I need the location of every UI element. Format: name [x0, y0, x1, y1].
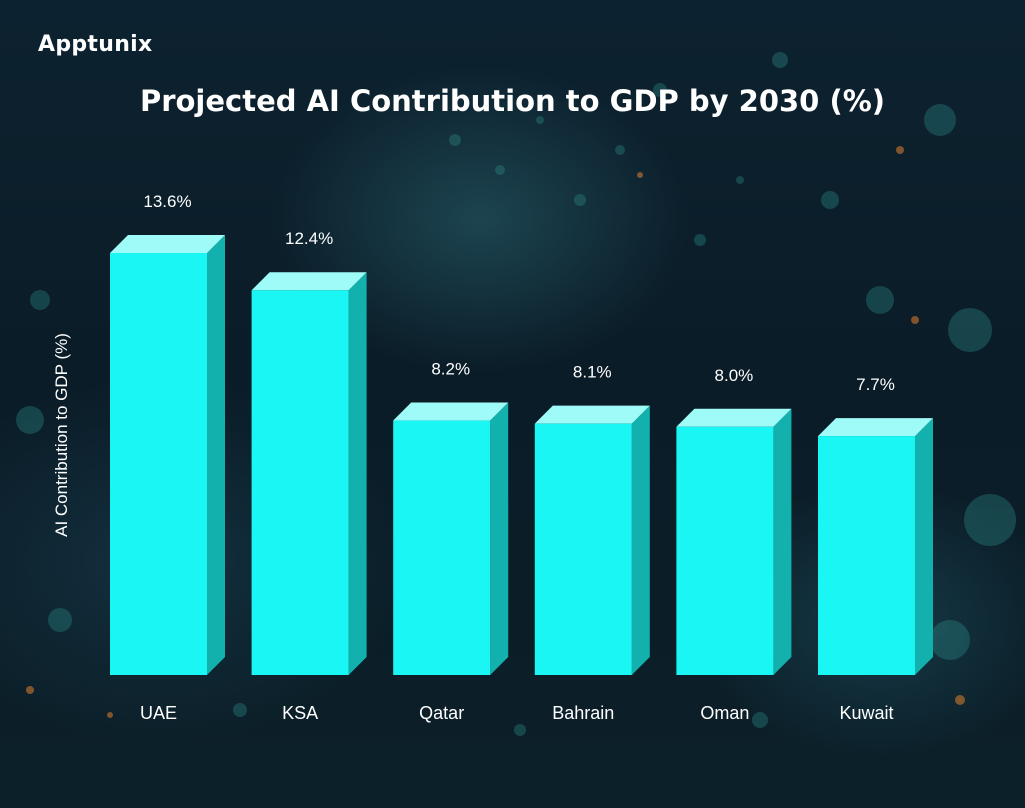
- bar-group-bahrain: [534, 405, 650, 675]
- x-tick-label: Qatar: [419, 703, 464, 723]
- x-tick-label: KSA: [282, 703, 318, 723]
- bar-group-oman: [676, 408, 792, 675]
- bar-group-ksa: [251, 272, 367, 675]
- bar: [110, 253, 207, 675]
- x-tick-label: UAE: [140, 703, 177, 723]
- bar-top: [110, 235, 225, 253]
- bar: [676, 426, 774, 675]
- bar-side: [207, 235, 225, 675]
- data-label: 8.0%: [715, 366, 754, 385]
- bar-side: [915, 418, 933, 675]
- bar: [393, 420, 491, 675]
- bar-group-qatar: [393, 402, 509, 675]
- bar-top: [676, 408, 792, 427]
- data-label: 7.7%: [856, 375, 895, 394]
- brand-logo: Apptunix: [38, 32, 153, 57]
- bar-group-uae: [110, 235, 225, 675]
- x-tick-label: Oman: [700, 703, 749, 723]
- bar: [818, 436, 915, 675]
- bar-side: [773, 408, 792, 675]
- bar-top: [818, 418, 933, 437]
- bar-top: [534, 405, 650, 424]
- data-label: 12.4%: [285, 229, 333, 248]
- bar-group-kuwait: [818, 418, 933, 675]
- bar-side: [348, 272, 367, 675]
- bar-top: [393, 402, 509, 421]
- bar-side: [490, 402, 509, 675]
- x-tick-label: Kuwait: [839, 703, 893, 723]
- chart-title: Projected AI Contribution to GDP by 2030…: [139, 84, 886, 118]
- x-tick-label: Bahrain: [552, 703, 614, 723]
- data-label: 13.6%: [143, 192, 191, 211]
- data-label: 8.2%: [431, 360, 470, 379]
- bar-side: [631, 405, 650, 675]
- bar: [251, 290, 349, 675]
- data-label: 8.1%: [573, 363, 612, 382]
- bar-top: [251, 272, 367, 291]
- bar: [534, 423, 632, 675]
